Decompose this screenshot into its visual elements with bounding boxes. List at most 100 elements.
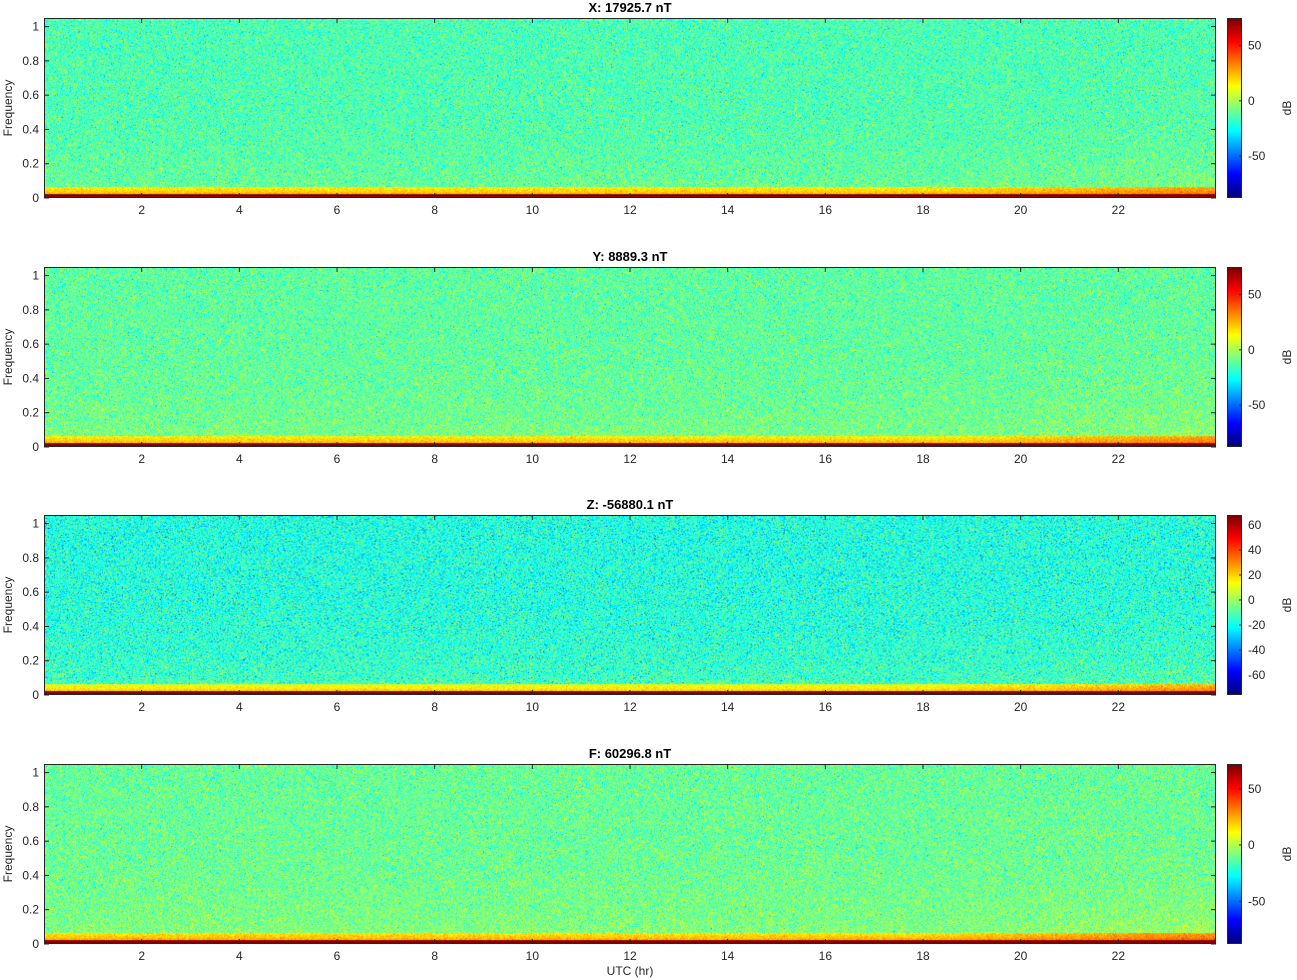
y-tick-label: 0 xyxy=(32,688,39,702)
x-tick-label: 10 xyxy=(526,203,540,217)
x-tick-label: 16 xyxy=(819,949,833,963)
x-tick-label: 8 xyxy=(431,203,438,217)
colorbar-tick-label: 50 xyxy=(1248,288,1262,302)
x-tick-label: 4 xyxy=(236,452,243,466)
x-tick-label: 2 xyxy=(138,949,145,963)
x-tick-label: 10 xyxy=(526,452,540,466)
colorbar-tick-label: 50 xyxy=(1248,782,1262,796)
y-tick-label: 0.4 xyxy=(22,868,39,882)
x-tick-label: 6 xyxy=(334,949,341,963)
colorbar-tick-label: -50 xyxy=(1248,398,1266,412)
y-tick-label: 0.4 xyxy=(22,619,39,633)
colorbar-label: dB xyxy=(1280,350,1294,365)
y-tick-label: 1 xyxy=(32,766,39,780)
y-tick-label: 0 xyxy=(32,440,39,454)
x-tick-label: 22 xyxy=(1112,203,1126,217)
x-tick-label: 20 xyxy=(1014,700,1028,714)
y-tick-label: 0.8 xyxy=(22,800,39,814)
colorbar-tick-label: 0 xyxy=(1248,343,1255,357)
x-tick-label: 8 xyxy=(431,949,438,963)
x-tick-label: 16 xyxy=(819,203,833,217)
panel-title: Y: 8889.3 nT xyxy=(592,249,668,264)
colorbar-tick-label: -20 xyxy=(1248,618,1266,632)
colorbar-tick-label: -50 xyxy=(1248,149,1266,163)
y-tick-label: 0.8 xyxy=(22,54,39,68)
colorbar xyxy=(1227,18,1242,198)
y-tick-label: 0.6 xyxy=(22,834,39,848)
y-tick-label: 0.8 xyxy=(22,303,39,317)
y-axis-label: Frequency xyxy=(1,329,15,386)
x-tick-label: 2 xyxy=(138,700,145,714)
axes-overlay: 00.20.40.60.812 4 6 8 10 12 14 16 18 20 22Frequenc… xyxy=(1,515,1294,714)
colorbar-label: dB xyxy=(1280,101,1294,116)
y-tick-label: 0.8 xyxy=(22,551,39,565)
x-tick-label: 14 xyxy=(721,949,735,963)
x-tick-label: 18 xyxy=(916,452,930,466)
x-tick-label: 4 xyxy=(236,949,243,963)
x-tick-label: 8 xyxy=(431,700,438,714)
y-tick-label: 0 xyxy=(32,937,39,951)
colorbar-tick-label: 60 xyxy=(1248,518,1262,532)
x-tick-label: 20 xyxy=(1014,203,1028,217)
x-tick-label: 12 xyxy=(623,949,637,963)
x-tick-label: 14 xyxy=(721,203,735,217)
x-tick-label: 12 xyxy=(623,700,637,714)
y-tick-label: 0.6 xyxy=(22,88,39,102)
x-tick-label: 4 xyxy=(236,203,243,217)
x-tick-label: 22 xyxy=(1112,949,1126,963)
x-tick-label: 12 xyxy=(623,452,637,466)
x-tick-label: 22 xyxy=(1112,452,1126,466)
x-tick-label: 8 xyxy=(431,452,438,466)
y-axis-label: Frequency xyxy=(1,577,15,634)
y-tick-label: 0.2 xyxy=(22,157,39,171)
y-tick-label: 0 xyxy=(32,191,39,205)
y-axis-label: Frequency xyxy=(1,826,15,883)
x-tick-label: 6 xyxy=(334,700,341,714)
x-tick-label: 4 xyxy=(236,700,243,714)
x-tick-label: 20 xyxy=(1014,452,1028,466)
panel-title: X: 17925.7 nT xyxy=(588,0,672,15)
x-axis-label: UTC (hr) xyxy=(606,964,654,978)
x-tick-label: 2 xyxy=(138,203,145,217)
colorbar xyxy=(1227,267,1242,447)
x-tick-label: 22 xyxy=(1112,700,1126,714)
x-tick-label: 16 xyxy=(819,452,833,466)
colorbar-tick-label: -50 xyxy=(1248,894,1266,908)
colorbar-tick-label: 40 xyxy=(1248,543,1262,557)
colorbar-tick-label: 20 xyxy=(1248,568,1262,582)
spectrogram-image xyxy=(44,515,1216,695)
y-tick-label: 0.2 xyxy=(22,654,39,668)
spectrogram-image xyxy=(44,18,1216,198)
colorbar-tick-label: 0 xyxy=(1248,94,1255,108)
x-tick-label: 10 xyxy=(526,949,540,963)
y-tick-label: 0.4 xyxy=(22,122,39,136)
y-tick-label: 1 xyxy=(32,517,39,531)
x-tick-label: 6 xyxy=(334,203,341,217)
colorbar-label: dB xyxy=(1280,847,1294,862)
x-tick-label: 14 xyxy=(721,452,735,466)
colorbar xyxy=(1227,764,1242,944)
x-tick-label: 6 xyxy=(334,452,341,466)
spectrogram-image xyxy=(44,764,1216,944)
y-tick-label: 0.6 xyxy=(22,337,39,351)
axes-overlay: 00.20.40.60.812 4 6 8 10 12 14 16 18 20 22Frequenc… xyxy=(1,764,1294,963)
axes-overlay: 00.20.40.60.812 4 6 8 10 12 14 16 18 20 22Frequenc… xyxy=(1,267,1294,466)
colorbar-tick-label: 0 xyxy=(1248,838,1255,852)
y-tick-label: 0.2 xyxy=(22,406,39,420)
y-axis-label: Frequency xyxy=(1,80,15,137)
colorbar xyxy=(1227,515,1242,695)
y-tick-label: 1 xyxy=(32,269,39,283)
x-tick-label: 2 xyxy=(138,452,145,466)
colorbar-tick-label: -60 xyxy=(1248,668,1266,682)
colorbar-tick-label: -40 xyxy=(1248,643,1266,657)
x-tick-label: 14 xyxy=(721,700,735,714)
colorbar-tick-label: 0 xyxy=(1248,593,1255,607)
y-tick-label: 1 xyxy=(32,20,39,34)
spectrogram-image xyxy=(44,267,1216,447)
colorbar-label: dB xyxy=(1280,598,1294,613)
x-tick-label: 18 xyxy=(916,949,930,963)
x-tick-label: 18 xyxy=(916,203,930,217)
panel-title: F: 60296.8 nT xyxy=(588,746,672,761)
y-tick-label: 0.4 xyxy=(22,371,39,385)
